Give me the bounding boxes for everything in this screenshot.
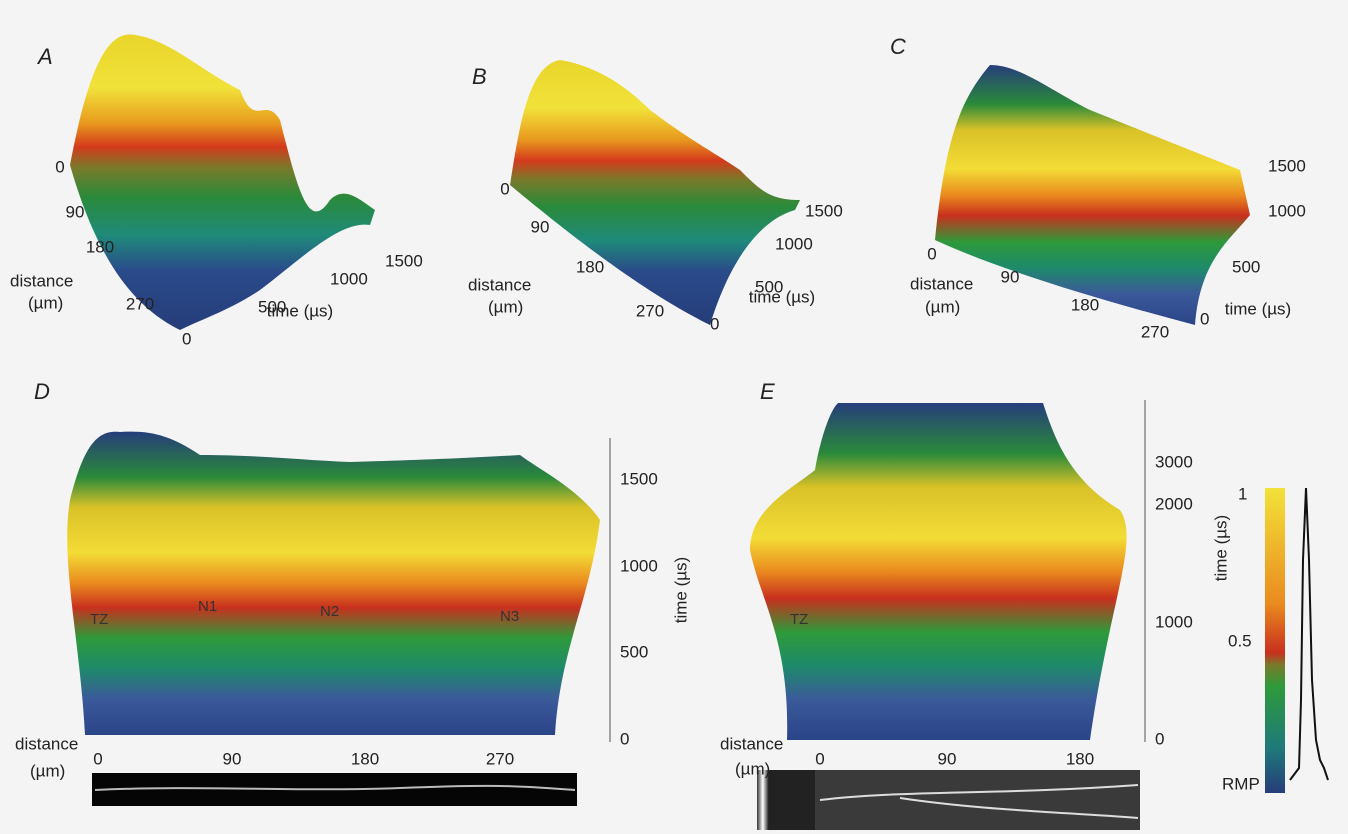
tick-label: 1000 xyxy=(620,556,658,575)
tick-label: 1500 xyxy=(620,469,658,488)
node-label: TZ xyxy=(790,611,808,628)
axis-label: distance xyxy=(910,274,973,293)
surface-c xyxy=(935,65,1250,325)
panel-label: B xyxy=(472,64,487,89)
node-label: N3 xyxy=(500,608,519,625)
colorbar-tick: 1 xyxy=(1238,484,1247,503)
axis-label: (µm) xyxy=(488,297,523,316)
tick-label: 3000 xyxy=(1155,452,1193,471)
tick-label: 180 xyxy=(86,237,114,256)
tick-label: 1000 xyxy=(1155,612,1193,631)
figure: Adistance(µm)090180270time (µs)050010001… xyxy=(0,0,1348,834)
tick-label: 1000 xyxy=(775,234,813,253)
panel-label: D xyxy=(34,379,50,404)
tick-label: 270 xyxy=(636,301,664,320)
tick-label: 270 xyxy=(1141,322,1169,341)
panel-label: C xyxy=(890,34,906,59)
axis-label: distance xyxy=(720,734,783,753)
tick-label: 0 xyxy=(1155,729,1164,748)
tick-label: 180 xyxy=(576,257,604,276)
tick-label: 0 xyxy=(710,314,719,333)
tick-label: 0 xyxy=(620,729,629,748)
panel-label: E xyxy=(760,379,775,404)
tick-label: 0 xyxy=(182,329,191,348)
axis-label: time (µs) xyxy=(1211,515,1230,581)
axis-label: (µm) xyxy=(735,759,770,778)
tick-label: 90 xyxy=(1001,267,1020,286)
axis-label: time (µs) xyxy=(671,557,690,623)
tick-label: 500 xyxy=(258,297,286,316)
tick-label: 2000 xyxy=(1155,494,1193,513)
node-label: TZ xyxy=(90,611,108,628)
tick-label: 180 xyxy=(351,749,379,768)
axis-label: time (µs) xyxy=(1225,299,1291,318)
tick-label: 180 xyxy=(1071,295,1099,314)
tick-label: 180 xyxy=(1066,749,1094,768)
axis-label: distance xyxy=(10,271,73,290)
panel-label: A xyxy=(36,44,53,69)
node-label: N1 xyxy=(198,598,217,615)
tick-label: 0 xyxy=(93,749,102,768)
surfaces xyxy=(67,34,1328,830)
axis-label: distance xyxy=(15,734,78,753)
trace xyxy=(1290,488,1328,780)
axis-label: distance xyxy=(468,275,531,294)
tick-label: 90 xyxy=(223,749,242,768)
tick-label: 90 xyxy=(938,749,957,768)
tick-label: 1500 xyxy=(805,201,843,220)
tick-label: 1500 xyxy=(385,251,423,270)
tick-label: 1500 xyxy=(1268,156,1306,175)
tick-label: 0 xyxy=(1200,309,1209,328)
surface-d xyxy=(67,432,600,735)
axis-label: (µm) xyxy=(925,297,960,316)
tick-label: 0 xyxy=(500,179,509,198)
tick-label: 500 xyxy=(620,642,648,661)
axis-label: (µm) xyxy=(30,761,65,780)
colorbar-tick: RMP xyxy=(1222,774,1260,793)
colorbar xyxy=(1265,488,1285,793)
colorbar-tick: 0.5 xyxy=(1228,631,1252,650)
tick-label: 500 xyxy=(1232,257,1260,276)
tick-label: 0 xyxy=(927,244,936,263)
soma-e xyxy=(757,770,815,830)
tick-label: 0 xyxy=(815,749,824,768)
tick-label: 90 xyxy=(531,217,550,236)
tick-label: 1000 xyxy=(1268,201,1306,220)
tick-label: 270 xyxy=(486,749,514,768)
tick-label: 0 xyxy=(55,157,64,176)
tick-label: 90 xyxy=(66,202,85,221)
tick-label: 270 xyxy=(126,294,154,313)
surface-e xyxy=(750,403,1127,740)
axis-label: (µm) xyxy=(28,293,63,312)
tick-label: 1000 xyxy=(330,269,368,288)
node-label: N2 xyxy=(320,603,339,620)
tick-label: 500 xyxy=(755,277,783,296)
